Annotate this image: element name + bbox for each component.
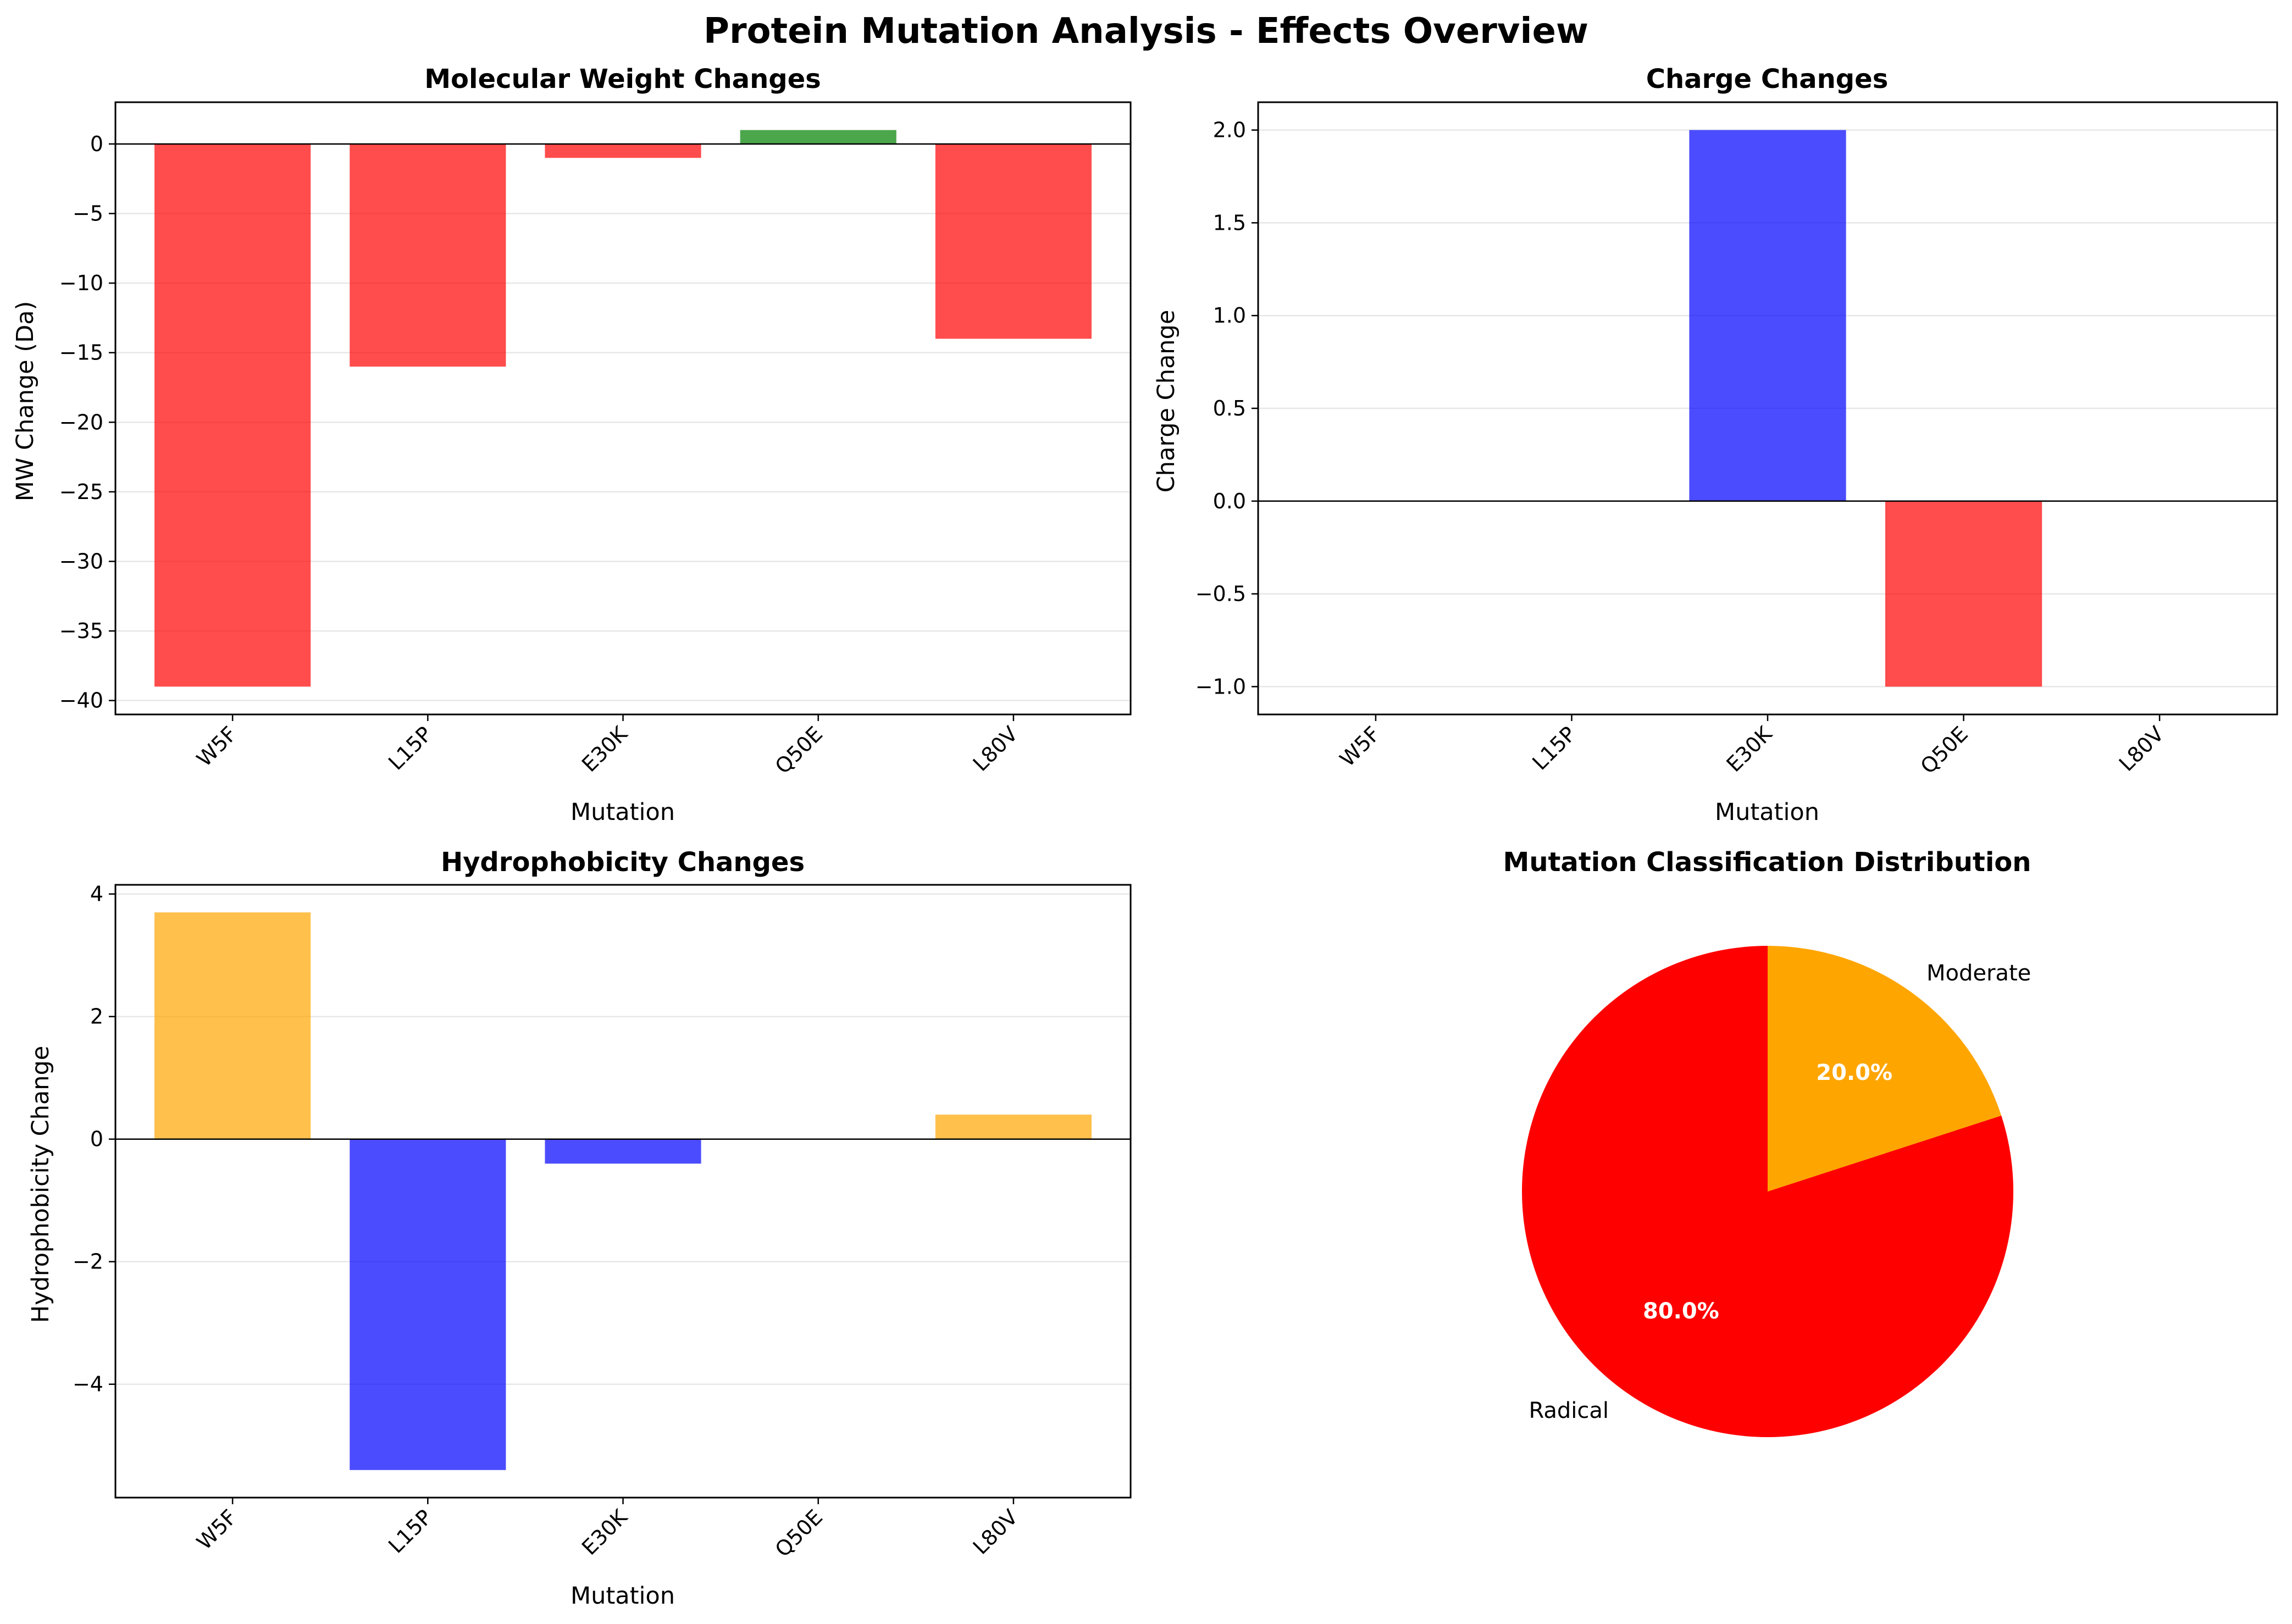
mw-ytick-label: −5 <box>73 202 103 226</box>
mw-ytick-label: −20 <box>59 410 103 434</box>
charge-xtick-label: E30K <box>1721 721 1777 777</box>
mw-bar-l15p <box>350 143 506 367</box>
charge-ytick-label: 0.0 <box>1213 489 1246 513</box>
mw-ytick-label: −10 <box>59 271 103 295</box>
pie-chart-title: Mutation Classification Distribution <box>1503 847 2031 878</box>
pie-slice-moderate <box>1768 946 2002 1191</box>
mw-bar-q50e <box>740 130 896 144</box>
mw-ylabel: MW Change (Da) <box>12 301 39 502</box>
hydro-xtick-label: L15P <box>384 1505 436 1558</box>
charge-ytick-label: −0.5 <box>1195 582 1246 606</box>
hydro-bar-w5f <box>154 912 311 1139</box>
hydro-chart-title: Hydrophobicity Changes <box>441 847 805 878</box>
hydro-xtick-label: W5F <box>192 1505 241 1554</box>
mw-xlabel: Mutation <box>571 799 675 826</box>
charge-chart-title: Charge Changes <box>1646 64 1889 95</box>
mw-ytick-label: −25 <box>59 480 103 504</box>
mw-bar-e30k <box>545 143 701 158</box>
hydrophobicity-changes-chart: Hydrophobicity Changes 4 2 0 −2 −4 W5F L15P E30… <box>27 847 1132 1610</box>
hydro-plot-frame <box>114 884 1132 1499</box>
pie-pct-radical: 80.0% <box>1643 1299 1719 1324</box>
hydro-bar-l15p <box>350 1139 506 1470</box>
pie-label-radical: Radical <box>1529 1398 1609 1423</box>
hydro-ytick-label: −4 <box>73 1372 103 1396</box>
charge-xtick-label: L15P <box>1527 722 1580 774</box>
hydro-bar-l80v <box>935 1115 1092 1139</box>
figure-title: Protein Mutation Analysis - Effects Over… <box>704 11 1588 52</box>
hydro-xtick-label: E30K <box>577 1504 633 1560</box>
pie-label-moderate: Moderate <box>1926 961 2031 986</box>
charge-xtick-label: Q50E <box>1915 722 1972 778</box>
charge-ytick-label: 1.0 <box>1213 303 1246 328</box>
mw-ytick-label: −30 <box>59 550 103 574</box>
charge-plot-frame <box>1257 101 2278 716</box>
hydro-ylabel: Hydrophobicity Change <box>27 1046 54 1323</box>
charge-xtick-label: L80V <box>2114 722 2169 776</box>
mw-bar-l80v <box>935 143 1092 339</box>
hydro-ytick-label: 2 <box>90 1005 103 1029</box>
charge-bar-e30k <box>1689 130 1846 501</box>
mw-plot-frame <box>114 101 1132 716</box>
mw-xtick-label: L80V <box>968 722 1023 776</box>
charge-ylabel: Charge Change <box>1153 310 1180 493</box>
mw-ytick-label: −40 <box>59 689 103 713</box>
hydro-xtick-label: Q50E <box>771 1505 827 1561</box>
mw-changes-chart: Molecular Weight Changes 0 −5 −10 −15 −20 −25… <box>12 64 1132 826</box>
charge-ytick-label: 1.5 <box>1213 210 1246 235</box>
charge-xtick-label: W5F <box>1335 722 1385 771</box>
charge-xlabel: Mutation <box>1715 799 1819 826</box>
mw-xtick-label: W5F <box>192 722 241 771</box>
hydro-xlabel: Mutation <box>571 1582 675 1610</box>
hydro-ytick-label: 0 <box>90 1127 103 1151</box>
mw-xtick-label: Q50E <box>771 722 827 778</box>
mw-chart-title: Molecular Weight Changes <box>424 64 821 95</box>
mw-bar-w5f <box>154 143 311 687</box>
pie-pct-moderate: 20.0% <box>1816 1060 1892 1085</box>
charge-ytick-label: 2.0 <box>1213 118 1246 142</box>
charge-changes-chart: Charge Changes 2.0 1.5 1.0 0.5 0.0 −0.5 −1.0 W5… <box>1153 64 2278 826</box>
mw-ytick-label: −35 <box>59 619 103 643</box>
mw-xtick-label: E30K <box>577 721 633 777</box>
mw-ytick-label: 0 <box>90 132 103 156</box>
charge-ytick-label: −1.0 <box>1195 674 1246 699</box>
classification-pie-chart: Mutation Classification Distribution Rad… <box>1503 847 2031 1437</box>
hydro-bar-e30k <box>545 1139 701 1164</box>
hydro-ytick-label: −2 <box>73 1250 103 1274</box>
charge-ytick-label: 0.5 <box>1213 396 1246 420</box>
charge-bar-q50e <box>1885 501 2042 687</box>
mw-ytick-label: −15 <box>59 341 103 365</box>
hydro-xtick-label: L80V <box>968 1505 1023 1559</box>
mw-xtick-label: L15P <box>384 722 436 774</box>
hydro-ytick-label: 4 <box>90 882 103 906</box>
pie-slice-radical <box>1522 946 2014 1437</box>
